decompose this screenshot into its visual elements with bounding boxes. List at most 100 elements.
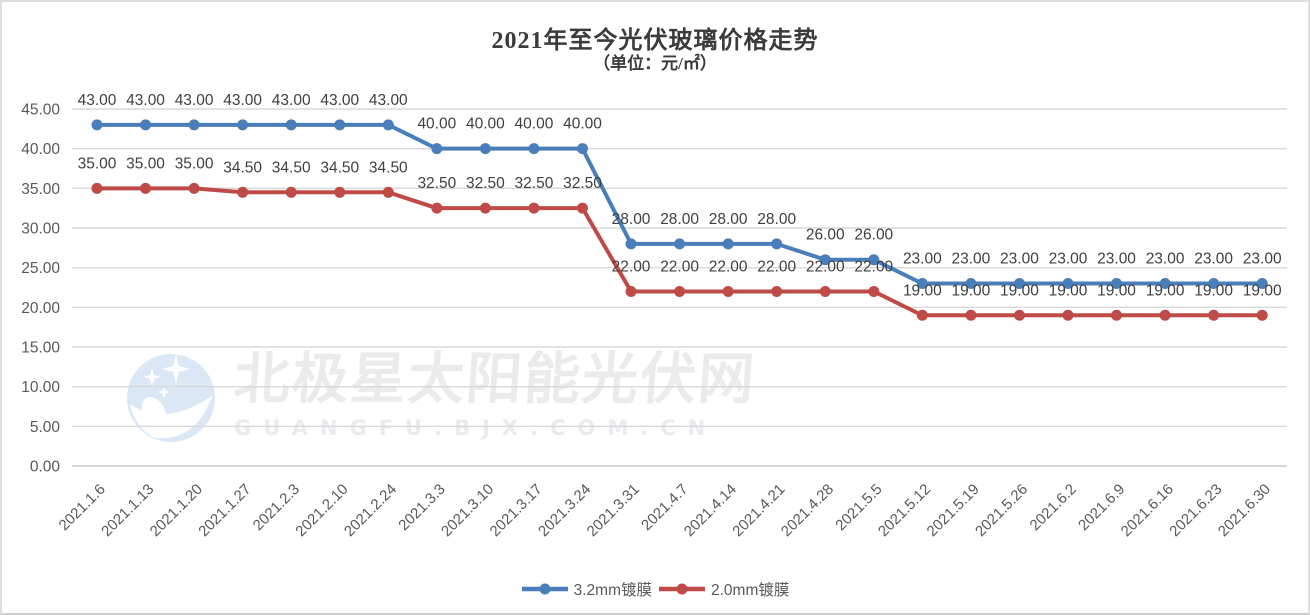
data-point-marker — [916, 309, 928, 321]
y-axis-tick-label: 25.00 — [21, 260, 60, 277]
chart-title: 2021年至今光伏玻璃价格走势 — [491, 28, 819, 54]
data-point-marker — [285, 186, 297, 198]
data-point-label: 34.50 — [223, 159, 262, 176]
data-point-marker — [577, 143, 588, 155]
data-point-marker — [868, 285, 880, 297]
data-point-marker — [528, 143, 540, 155]
data-point-label: 19.00 — [1243, 282, 1282, 299]
data-point-label: 19.00 — [952, 282, 991, 299]
data-point-marker — [188, 182, 200, 194]
data-point-label: 28.00 — [757, 211, 796, 228]
legend-label: 3.2mm镀膜 — [573, 582, 652, 599]
data-point-label: 34.50 — [272, 159, 311, 176]
data-point-marker — [1208, 278, 1220, 290]
data-point-marker — [1062, 309, 1074, 321]
data-point-label: 40.00 — [515, 116, 554, 133]
data-point-marker — [237, 186, 249, 198]
data-point-label: 22.00 — [806, 258, 845, 275]
x-axis-tick-label: 2021.5.26 — [972, 481, 1031, 540]
data-point-marker — [140, 119, 152, 131]
data-point-marker — [334, 119, 346, 131]
data-point-marker — [1013, 309, 1025, 321]
data-point-marker — [431, 202, 443, 214]
data-point-label: 23.00 — [1097, 251, 1136, 268]
data-point-label: 19.00 — [1000, 282, 1039, 299]
x-axis-tick-label: 2021.6.30 — [1215, 481, 1274, 540]
data-point-marker — [771, 238, 783, 250]
y-axis-tick-label: 20.00 — [21, 300, 60, 317]
y-axis-tick-label: 10.00 — [21, 379, 60, 396]
data-point-label: 40.00 — [563, 116, 602, 133]
data-point-marker — [91, 182, 103, 194]
data-point-label: 23.00 — [952, 251, 991, 268]
data-point-label: 19.00 — [1049, 282, 1088, 299]
data-point-label: 43.00 — [126, 92, 165, 109]
y-axis-tick-label: 35.00 — [21, 181, 60, 198]
x-axis-tick-label: 2021.1.27 — [195, 481, 254, 540]
legend: 3.2mm镀膜 2.0mm镀膜 — [2, 578, 1308, 600]
data-point-marker — [625, 285, 637, 297]
data-point-marker — [868, 254, 880, 266]
data-point-marker — [965, 278, 977, 290]
data-point-marker — [479, 143, 491, 155]
data-point-marker — [334, 186, 346, 198]
data-point-label: 22.00 — [854, 258, 893, 275]
data-point-marker — [431, 143, 443, 155]
data-point-marker — [140, 182, 152, 194]
data-point-label: 34.50 — [369, 159, 408, 176]
data-point-marker — [1256, 309, 1268, 321]
data-point-marker — [1013, 278, 1025, 290]
data-point-label: 28.00 — [612, 211, 651, 228]
data-point-label: 23.00 — [1049, 251, 1088, 268]
data-point-label: 22.00 — [757, 258, 796, 275]
x-axis-tick-label: 2021.6.2 — [1027, 481, 1080, 534]
legend-label: 2.0mm镀膜 — [711, 582, 790, 599]
data-point-label: 43.00 — [320, 92, 359, 109]
x-axis-tick-label: 2021.2.24 — [341, 481, 400, 540]
x-axis-tick-label: 2021.3.31 — [584, 481, 643, 540]
legend-swatch — [521, 583, 568, 595]
data-point-label: 43.00 — [272, 92, 311, 109]
data-point-label: 34.50 — [320, 159, 359, 176]
data-point-label: 28.00 — [660, 211, 699, 228]
data-point-marker — [1256, 278, 1268, 290]
y-axis-tick-label: 30.00 — [21, 221, 60, 238]
data-point-label: 35.00 — [175, 155, 214, 172]
data-point-marker — [1062, 278, 1074, 290]
data-point-label: 32.50 — [417, 175, 456, 192]
data-point-label: 43.00 — [369, 92, 408, 109]
data-point-marker — [1111, 278, 1123, 290]
data-point-marker — [674, 285, 686, 297]
data-point-label: 32.50 — [515, 175, 554, 192]
data-point-marker — [237, 119, 249, 131]
data-point-label: 26.00 — [854, 227, 893, 244]
data-point-marker — [1159, 278, 1171, 290]
data-point-label: 28.00 — [709, 211, 748, 228]
data-point-label: 43.00 — [78, 92, 117, 109]
chart-subtitle: （单位：元/㎡） — [593, 54, 717, 73]
data-point-label: 23.00 — [1146, 251, 1185, 268]
data-point-label: 23.00 — [1000, 251, 1039, 268]
data-point-label: 19.00 — [1194, 282, 1233, 299]
data-point-label: 32.50 — [466, 175, 505, 192]
data-point-label: 40.00 — [466, 116, 505, 133]
data-point-label: 22.00 — [709, 258, 748, 275]
legend-item-3.2mm镀膜: 3.2mm镀膜 — [521, 578, 652, 600]
data-point-label: 22.00 — [660, 258, 699, 275]
data-point-label: 23.00 — [1243, 251, 1282, 268]
data-point-marker — [771, 285, 783, 297]
data-point-marker — [91, 119, 103, 131]
data-point-label: 32.50 — [563, 175, 602, 192]
data-point-label: 23.00 — [903, 251, 942, 268]
data-point-marker — [722, 238, 734, 250]
data-point-marker — [285, 119, 297, 131]
data-point-label: 26.00 — [806, 227, 845, 244]
data-point-marker — [382, 186, 394, 198]
data-point-label: 19.00 — [1146, 282, 1185, 299]
data-point-marker — [965, 309, 977, 321]
data-point-label: 43.00 — [223, 92, 262, 109]
data-point-marker — [1111, 309, 1123, 321]
y-axis-tick-label: 45.00 — [21, 102, 60, 119]
data-point-marker — [188, 119, 200, 131]
